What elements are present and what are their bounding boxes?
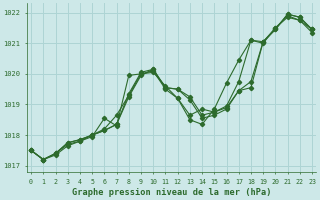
X-axis label: Graphe pression niveau de la mer (hPa): Graphe pression niveau de la mer (hPa) [72, 188, 271, 197]
